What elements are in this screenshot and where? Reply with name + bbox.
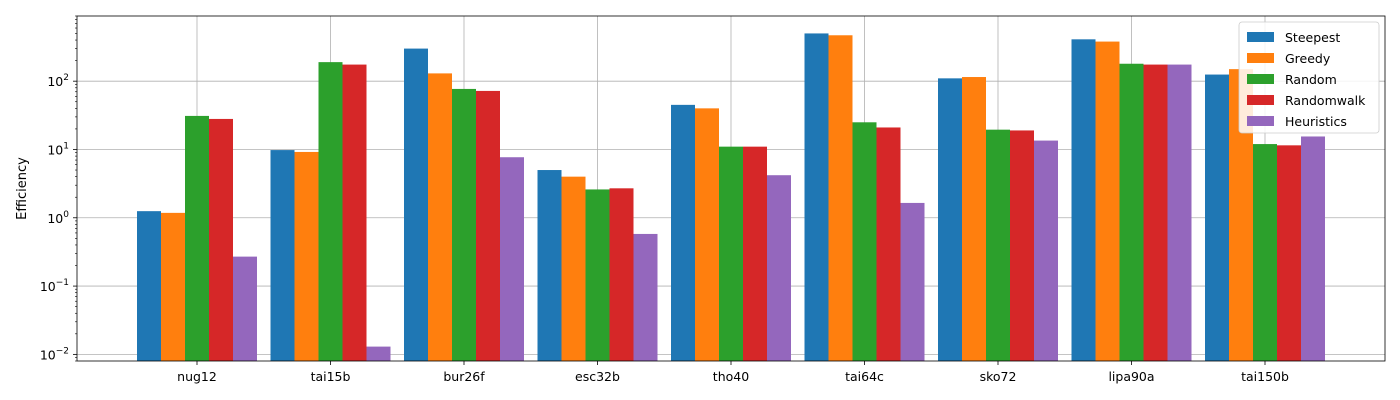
bar-greedy-bur26f: [428, 73, 452, 361]
y-tick-label: 100: [47, 210, 69, 226]
bar-heuristics-bur26f: [500, 157, 524, 361]
legend-label: Randomwalk: [1285, 93, 1366, 108]
bar-randomwalk-nug12: [209, 118, 233, 361]
x-tick-label: tai150b: [1241, 369, 1289, 384]
x-tick-label: sko72: [980, 369, 1017, 384]
bar-random-bur26f: [452, 88, 476, 361]
bar-steepest-esc32b: [537, 170, 562, 361]
bar-random-sko72: [986, 129, 1010, 361]
bar-greedy-tai64c: [828, 35, 853, 361]
legend-swatch: [1247, 95, 1274, 105]
bar-steepest-tho40: [671, 104, 695, 361]
bar-randomwalk-tai64c: [876, 127, 901, 362]
x-tick-label: esc32b: [575, 369, 620, 384]
legend-label: Heuristics: [1285, 114, 1347, 129]
legend-label: Greedy: [1285, 51, 1331, 66]
x-tick-label: tho40: [713, 369, 749, 384]
bar-random-tai150b: [1253, 144, 1277, 361]
bar-random-lipa90a: [1119, 63, 1144, 362]
x-tick-label: nug12: [177, 369, 217, 384]
legend-swatch: [1247, 74, 1274, 84]
bar-greedy-tai15b: [294, 151, 319, 361]
bar-steepest-sko72: [938, 78, 962, 361]
bar-randomwalk-esc32b: [609, 188, 634, 361]
bar-heuristics-lipa90a: [1167, 64, 1192, 362]
legend-swatch: [1247, 116, 1274, 126]
legend: Steepest Greedy Random Randomwalk Heuristics: [1238, 21, 1380, 134]
bar-randomwalk-sko72: [1010, 130, 1034, 361]
bar-greedy-lipa90a: [1095, 41, 1120, 361]
bar-greedy-esc32b: [561, 176, 586, 361]
y-tick-label: 102: [47, 73, 69, 89]
bars: [137, 33, 1325, 362]
legend-label: Random: [1285, 72, 1337, 87]
bar-greedy-tho40: [695, 108, 719, 362]
bar-random-esc32b: [585, 189, 610, 361]
x-tick-label: tai64c: [845, 369, 884, 384]
legend-swatch: [1247, 53, 1274, 63]
y-axis-label: Efficiency: [15, 157, 30, 220]
bar-greedy-sko72: [962, 77, 986, 361]
y-axis-ticks: 10−2 10−1 100 101 102: [40, 15, 77, 362]
bar-heuristics-nug12: [233, 256, 257, 361]
bar-steepest-nug12: [137, 211, 161, 361]
bar-steepest-tai150b: [1205, 74, 1229, 361]
y-tick-label: 101: [47, 141, 69, 157]
bar-greedy-nug12: [161, 212, 185, 361]
bar-steepest-tai64c: [804, 33, 829, 362]
bar-randomwalk-tai15b: [342, 64, 367, 362]
bar-heuristics-sko72: [1034, 140, 1058, 361]
x-tick-label: bur26f: [443, 369, 485, 384]
bar-randomwalk-bur26f: [476, 90, 500, 361]
y-tick-label: 10−1: [40, 278, 69, 294]
bar-randomwalk-lipa90a: [1143, 64, 1168, 362]
x-tick-label: lipa90a: [1108, 369, 1154, 384]
bar-heuristics-tai15b: [366, 346, 391, 361]
bar-randomwalk-tho40: [743, 146, 767, 361]
x-axis-ticks: nug12 tai15b bur26f esc32b tho40 tai64c sko72 l…: [177, 361, 1289, 384]
bar-steepest-bur26f: [404, 48, 428, 361]
bar-random-tai64c: [852, 122, 877, 361]
legend-label: Steepest: [1285, 30, 1340, 45]
bar-random-nug12: [185, 115, 209, 361]
bar-randomwalk-tai150b: [1277, 145, 1301, 361]
x-tick-label: tai15b: [311, 369, 351, 384]
y-tick-label: 10−2: [40, 346, 69, 362]
bar-random-tai15b: [318, 62, 343, 362]
bar-heuristics-tho40: [767, 175, 791, 361]
bar-heuristics-tai150b: [1301, 136, 1325, 361]
legend-box: [1238, 21, 1380, 134]
bar-steepest-lipa90a: [1071, 39, 1096, 361]
bar-steepest-tai15b: [270, 150, 295, 361]
bar-heuristics-esc32b: [633, 233, 658, 361]
legend-swatch: [1247, 32, 1274, 42]
bar-heuristics-tai64c: [900, 202, 925, 361]
bar-random-tho40: [719, 146, 743, 361]
